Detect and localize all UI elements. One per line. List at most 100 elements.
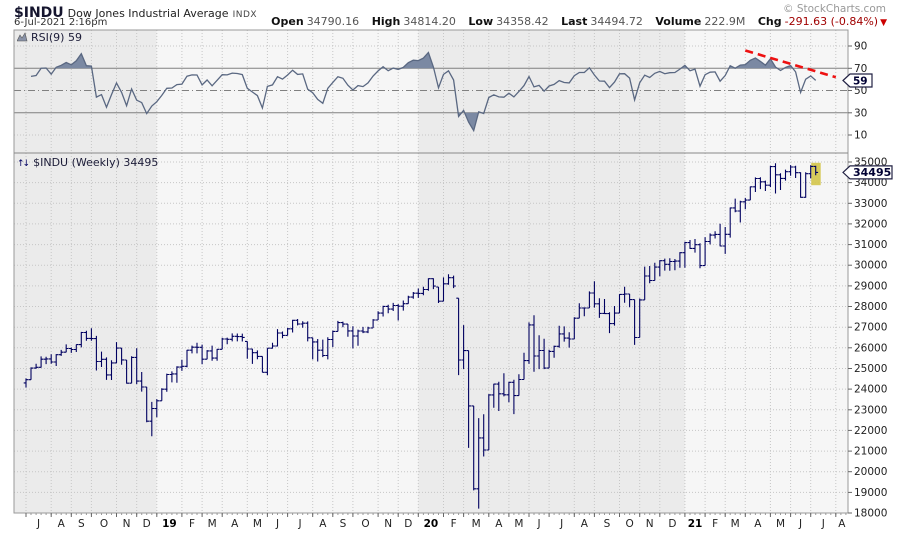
ohlc-bar bbox=[657, 260, 663, 277]
ohlc-bar bbox=[320, 339, 326, 358]
ohlc-bar bbox=[270, 342, 275, 349]
rsi-line bbox=[30, 51, 817, 133]
ohlc-bar bbox=[416, 288, 421, 298]
ohlc-bar bbox=[265, 347, 270, 376]
ohlc-bar bbox=[773, 163, 778, 194]
month-axis-label: A bbox=[581, 518, 589, 530]
x-axis: J A S O N D 19 F M A M J J A S O N D 20 F M A M J J A S O N D 21 F M A M J J… bbox=[25, 513, 847, 530]
ohlc-bar bbox=[119, 347, 124, 365]
low-value: 34358.42 bbox=[496, 15, 549, 28]
ohlc-bar bbox=[491, 383, 497, 408]
ohlc-bar bbox=[169, 371, 175, 383]
change-value: -291.63 (-0.84%) bbox=[784, 15, 879, 28]
ohlc-bar bbox=[471, 405, 477, 491]
month-axis-label: D bbox=[404, 518, 412, 530]
ohlc-bar bbox=[577, 303, 582, 319]
year-band bbox=[14, 30, 157, 513]
rsi-label-text: RSI(9) 59 bbox=[31, 31, 82, 44]
ohlc-bar bbox=[722, 227, 728, 254]
ohlc-bar bbox=[582, 307, 587, 317]
open-value: 34790.16 bbox=[306, 15, 360, 28]
ohlc-bar bbox=[159, 388, 165, 402]
ohlc-bar bbox=[295, 319, 300, 326]
price-axis-label: 19000 bbox=[854, 487, 887, 499]
ohlc-bar bbox=[139, 372, 145, 392]
ohlc-bar bbox=[365, 326, 371, 334]
ohlc-bar bbox=[758, 177, 763, 190]
ohlc-bar bbox=[763, 180, 768, 191]
year-axis-label: 19 bbox=[162, 518, 177, 530]
ohlc-bar bbox=[526, 322, 532, 364]
year-axis-label: 21 bbox=[688, 518, 703, 530]
price-badge-shape bbox=[842, 165, 893, 180]
ohlc-bar bbox=[738, 200, 743, 223]
ohlc-bar bbox=[476, 418, 482, 509]
month-axis-label: J bbox=[798, 518, 802, 530]
ohlc-bar bbox=[194, 342, 200, 354]
ohlc-bar bbox=[808, 165, 814, 179]
ohlc-bar bbox=[84, 330, 89, 341]
ohlc-bar bbox=[144, 386, 150, 423]
ohlc-bar bbox=[99, 351, 104, 367]
rsi-value-badge: 59 bbox=[842, 73, 873, 88]
month-axis-label: O bbox=[361, 518, 369, 530]
price-axis-label: 20000 bbox=[854, 466, 887, 478]
ohlc-bar bbox=[456, 297, 461, 376]
ohlc-bar bbox=[627, 293, 632, 308]
ohlc-bar bbox=[793, 165, 798, 178]
price-axis-label: 22000 bbox=[854, 425, 887, 437]
ohlc-bar bbox=[330, 330, 336, 348]
ohlc-bar bbox=[743, 197, 748, 210]
ohlc-bar bbox=[753, 177, 758, 192]
ohlc-bar bbox=[672, 259, 678, 271]
ohlc-bar bbox=[48, 354, 54, 364]
ohlc-bar bbox=[521, 352, 527, 381]
symbol-name: Dow Jones Industrial Average bbox=[67, 7, 229, 20]
ohlc-bar bbox=[531, 315, 537, 372]
price-axis-label: 28000 bbox=[854, 301, 887, 313]
ohlc-bar bbox=[667, 258, 673, 271]
price-axis-label: 30000 bbox=[854, 260, 887, 272]
copyright: © StockCharts.com bbox=[783, 3, 886, 15]
ohlc-bar bbox=[431, 278, 436, 290]
ohlc-bar bbox=[345, 323, 351, 337]
month-axis-label: S bbox=[78, 518, 85, 530]
ohlc-bar bbox=[803, 172, 809, 198]
price-badge: 34495 bbox=[842, 165, 893, 180]
month-axis-label: N bbox=[646, 518, 654, 530]
chart-datetime: 6-Jul-2021 2:16pm bbox=[14, 17, 108, 28]
month-axis-label: A bbox=[58, 518, 66, 530]
month-axis-label: S bbox=[604, 518, 611, 530]
ohlc-bar bbox=[199, 344, 205, 365]
year-bands bbox=[14, 30, 848, 513]
ohlc-bar bbox=[94, 335, 99, 371]
price-axis-label: 31000 bbox=[854, 239, 887, 251]
ohlc-bar bbox=[566, 332, 572, 348]
ohlc-bar bbox=[597, 298, 602, 318]
ohlc-bar bbox=[637, 298, 643, 339]
month-axis-label: A bbox=[231, 518, 239, 530]
ohlc-bar bbox=[607, 312, 612, 334]
ohlc-bar bbox=[682, 241, 688, 268]
price-axis-labels: 18000 19000 20000 21000 22000 23000 24000 25000… bbox=[848, 157, 887, 520]
ohlc-bar bbox=[290, 319, 295, 333]
ohlc-bar bbox=[375, 311, 381, 321]
ohlc-bar bbox=[229, 333, 235, 342]
ohlc-bar bbox=[622, 286, 627, 303]
ohlc-bar bbox=[501, 373, 507, 397]
ohlc-bar bbox=[360, 326, 366, 334]
ohlc-bar bbox=[255, 350, 260, 360]
ohlc-bar bbox=[114, 342, 119, 364]
ohlc-bar bbox=[395, 304, 401, 321]
main-label-text: $INDU (Weekly) 34495 bbox=[33, 156, 159, 169]
ohlc-bar bbox=[732, 198, 738, 213]
ohlc-bar bbox=[370, 319, 376, 329]
high-value: 34814.20 bbox=[403, 15, 456, 28]
month-axis-label: N bbox=[384, 518, 392, 530]
ohlc-bar bbox=[783, 169, 788, 181]
ohlc-bar bbox=[717, 223, 723, 247]
month-axis-label: J bbox=[275, 518, 279, 530]
ohlc-bar bbox=[275, 329, 280, 347]
ohlc-bar bbox=[38, 356, 44, 368]
ohlc-bar bbox=[466, 350, 471, 448]
